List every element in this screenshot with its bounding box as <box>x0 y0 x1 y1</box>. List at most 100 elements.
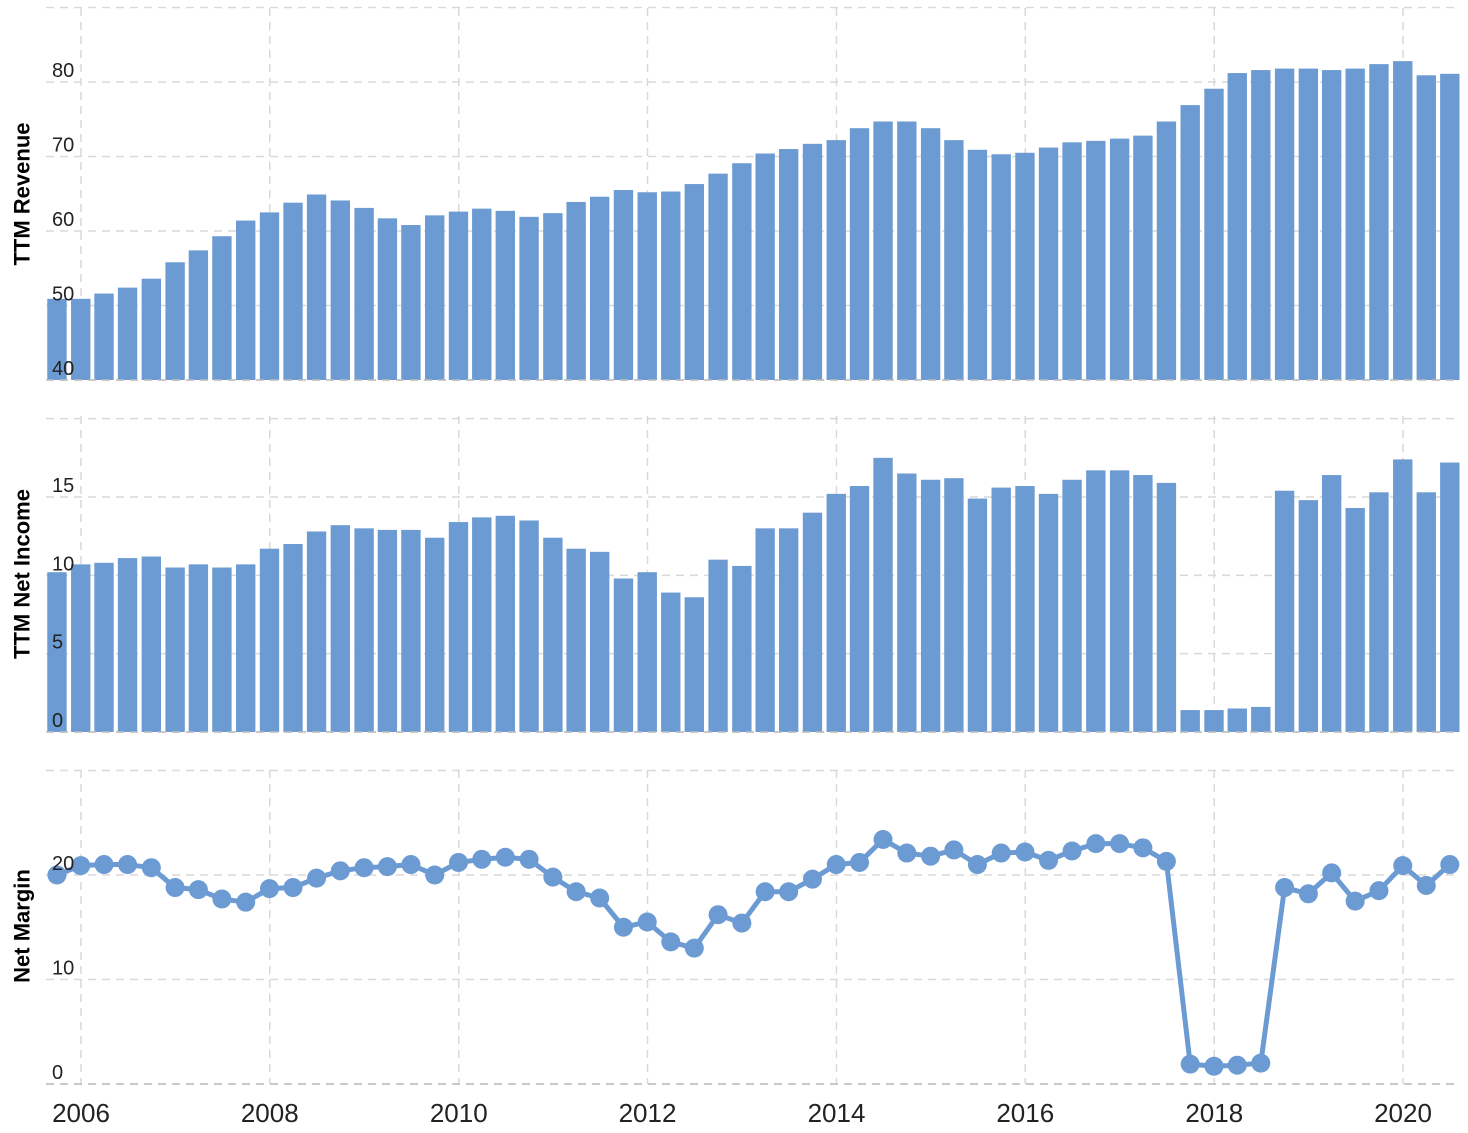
bar-panel-2-2005-09-30 <box>47 572 67 732</box>
bar-panel-1-2008-12-31 <box>354 207 374 380</box>
bar-panel-1-2006-06-30 <box>117 287 138 380</box>
bar-panel-2-2012-12-31 <box>732 565 752 732</box>
x-tick-label-2012: 2012 <box>619 1098 677 1128</box>
bar-panel-2-2011-09-30 <box>613 578 634 732</box>
bar-panel-2-2013-03-31 <box>755 528 775 732</box>
y-tick-label-panel-2: 15 <box>52 475 74 497</box>
y-tick-label-panel-1: 80 <box>52 60 74 82</box>
bar-panel-2-2016-12-31 <box>1109 470 1130 732</box>
bar-panel-2-2009-09-30 <box>425 537 445 732</box>
bar-panel-1-2019-03-31 <box>1321 70 1342 380</box>
bar-panel-2-2020-06-30 <box>1440 462 1460 732</box>
bar-panel-1-2012-12-31 <box>732 163 752 380</box>
net-margin-point-2012-06-30 <box>684 938 704 958</box>
bar-panel-1-2017-09-30 <box>1180 105 1200 380</box>
bar-panel-2-2006-06-30 <box>117 558 138 732</box>
y-tick-label-panel-2: 5 <box>52 632 63 654</box>
bar-panel-1-2010-06-30 <box>495 210 515 380</box>
net-margin-point-2013-09-30 <box>802 869 822 889</box>
y-tick-label-panel-2: 0 <box>52 710 63 732</box>
bar-panel-1-2007-06-30 <box>212 236 232 380</box>
y-tick-label-panel-3: 0 <box>52 1062 63 1084</box>
x-tick-label-2016: 2016 <box>996 1098 1054 1128</box>
bar-panel-2-2007-06-30 <box>212 567 232 732</box>
bar-panel-2-2005-12-31 <box>71 564 91 732</box>
bar-panel-2-2008-12-31 <box>354 528 374 732</box>
bar-panel-2-2019-03-31 <box>1321 475 1342 732</box>
bar-panel-1-2010-12-31 <box>543 213 563 380</box>
bar-panel-1-2020-03-31 <box>1416 75 1436 380</box>
bar-panel-2-2018-12-31 <box>1298 500 1319 732</box>
bar-panel-2-2010-06-30 <box>495 515 515 732</box>
net-margin-point-2015-12-31 <box>1015 842 1035 862</box>
net-margin-point-2020-06-30 <box>1440 855 1460 875</box>
net-margin-point-2007-09-30 <box>236 892 256 912</box>
bar-panel-2-2019-09-30 <box>1369 492 1389 732</box>
y-tick-label-panel-3: 20 <box>52 853 74 875</box>
bar-panel-2-2012-06-30 <box>684 597 704 732</box>
net-margin-point-2013-06-30 <box>779 882 799 902</box>
net-margin-point-2016-12-31 <box>1110 834 1130 854</box>
bar-panel-2-2010-12-31 <box>543 537 563 732</box>
y-tick-label-panel-3: 10 <box>52 958 74 980</box>
bar-panel-2-2017-09-30 <box>1180 710 1200 732</box>
net-margin-point-2016-06-30 <box>1062 841 1082 861</box>
x-tick-label-2018: 2018 <box>1185 1098 1243 1128</box>
bar-panel-2-2020-03-31 <box>1416 492 1436 732</box>
bar-panel-1-2017-06-30 <box>1156 121 1177 381</box>
x-tick-label-2020: 2020 <box>1374 1098 1432 1128</box>
bar-panel-1-2011-09-30 <box>613 190 634 380</box>
bar-panel-2-2019-06-30 <box>1345 507 1365 732</box>
net-margin-point-2005-09-30 <box>47 865 67 885</box>
bar-panel-2-2006-12-31 <box>165 567 185 732</box>
bar-panel-1-2019-06-30 <box>1345 68 1365 380</box>
bar-panel-2-2013-06-30 <box>778 528 799 732</box>
bar-panel-1-2009-06-30 <box>401 225 421 380</box>
net-margin-point-2013-03-31 <box>755 882 775 902</box>
net-margin-point-2014-12-31 <box>921 846 941 866</box>
bar-panel-2-2009-12-31 <box>448 522 469 732</box>
bar-panel-2-2017-03-31 <box>1133 475 1153 732</box>
net-margin-point-2007-03-31 <box>188 880 208 900</box>
bar-panel-1-2014-06-30 <box>873 121 893 381</box>
bar-panel-2-2014-09-30 <box>897 473 917 732</box>
net-margin-point-2011-06-30 <box>590 888 610 908</box>
net-margin-point-2007-12-31 <box>259 879 279 899</box>
bar-panel-2-2011-06-30 <box>589 551 610 732</box>
bar-panel-1-2016-12-31 <box>1109 138 1130 380</box>
bar-panel-2-2016-03-31 <box>1038 493 1059 732</box>
bar-panel-1-2017-12-31 <box>1204 88 1224 381</box>
net-margin-line <box>56 836 1452 1069</box>
bar-panel-1-2008-06-30 <box>306 194 327 380</box>
bar-panel-1-2007-12-31 <box>259 212 280 381</box>
y-axis-label-panel-1: TTM Revenue <box>10 122 35 265</box>
net-margin-point-2018-09-30 <box>1275 878 1295 898</box>
bar-panel-2-2013-12-31 <box>826 493 846 732</box>
bar-panel-1-2018-06-30 <box>1251 70 1271 380</box>
y-axis-label-panel-3: Net Margin <box>10 869 35 983</box>
bar-panel-1-2015-03-31 <box>944 140 964 380</box>
bar-panel-2-2007-09-30 <box>236 564 256 732</box>
bar-panel-1-2018-03-31 <box>1227 73 1247 380</box>
bar-panel-2-2017-12-31 <box>1204 710 1224 732</box>
bar-panel-1-2018-12-31 <box>1298 68 1319 380</box>
bar-panel-1-2016-09-30 <box>1086 140 1106 380</box>
x-tick-label-2006: 2006 <box>52 1098 110 1128</box>
net-margin-point-2011-09-30 <box>613 917 633 937</box>
bar-panel-2-2006-03-31 <box>94 562 114 732</box>
bar-panel-1-2015-06-30 <box>967 149 988 380</box>
bar-panel-2-2007-03-31 <box>188 564 209 732</box>
bar-panel-2-2012-03-31 <box>661 592 681 732</box>
bar-panel-2-2018-09-30 <box>1274 490 1295 732</box>
net-margin-point-2017-03-31 <box>1133 838 1153 858</box>
bar-panel-1-2014-12-31 <box>920 128 941 380</box>
bar-panel-1-2006-03-31 <box>94 293 114 380</box>
net-margin-point-2019-06-30 <box>1345 891 1365 911</box>
bar-panel-2-2016-06-30 <box>1062 479 1082 732</box>
bar-panel-1-2013-03-31 <box>755 153 775 380</box>
net-margin-point-2014-03-31 <box>850 852 870 872</box>
net-margin-point-2014-06-30 <box>873 829 893 849</box>
net-margin-point-2006-03-31 <box>94 855 114 875</box>
bar-panel-1-2011-03-31 <box>566 201 586 380</box>
